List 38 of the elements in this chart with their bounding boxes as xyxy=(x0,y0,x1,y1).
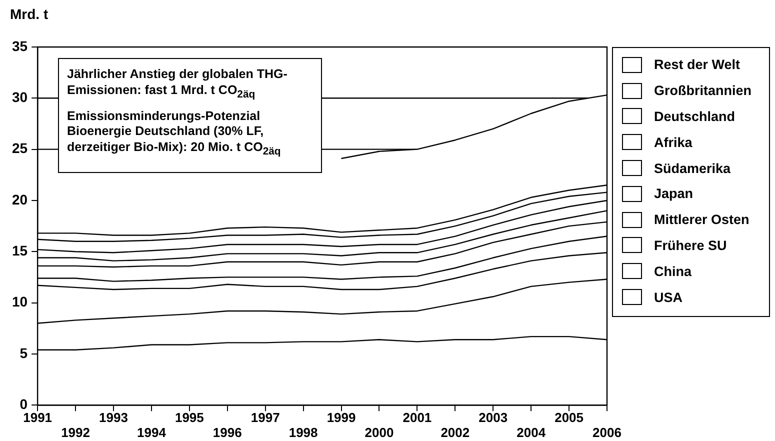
y-axis-title: Mrd. t xyxy=(10,6,48,22)
x-tick-label: 1991 xyxy=(23,410,52,426)
note-box: Jährlicher Anstieg der globalen THG-Emissionen: fast 1 Mrd. t CO$_{2äq}$ Emissionsminderungs-Potenzial Bioenergie Deutschland (30% LF, derzeitiger Bio-Mix): 20 Mio. t CO$_{2äq}$ xyxy=(58,58,322,172)
legend-label: Frühere SU xyxy=(654,238,727,253)
y-tick-label: 15 xyxy=(12,242,28,258)
legend-label: Rest der Welt xyxy=(654,57,740,72)
y-tick-label: 10 xyxy=(12,294,28,310)
x-tick-label: 1994 xyxy=(136,425,167,440)
x-tick-label: 1999 xyxy=(326,410,356,426)
legend-label: Japan xyxy=(654,186,694,202)
y-tick-label: 0 xyxy=(20,396,28,412)
x-tick-label: 1996 xyxy=(212,425,242,440)
x-tick-label: 1993 xyxy=(99,410,128,426)
x-tick-label: 1995 xyxy=(174,410,204,426)
y-tick-label: 25 xyxy=(12,140,28,156)
y-tick-label: 30 xyxy=(12,89,28,106)
x-tick-label: 1998 xyxy=(288,425,318,440)
legend-label: Mittlerer Osten xyxy=(654,212,750,228)
annotation: Emissionsminderungs-Potenzial Bioenergie Deutschland (30% LF, derzeitiger Bio-Mix): 20 Mio. t CO$_{2äq}$ xyxy=(67,108,282,159)
y-tick-label: 5 xyxy=(20,344,28,361)
x-tick-label: 2006 xyxy=(592,425,622,440)
x-tick-label: 2002 xyxy=(440,425,470,440)
x-tick-label: 1997 xyxy=(250,410,280,426)
x-tick-label: 2001 xyxy=(402,410,432,426)
legend-label: Deutschland xyxy=(654,108,736,124)
x-tick-label: 2004 xyxy=(516,425,546,440)
annotation: Jährlicher Anstieg der globalen THG-Emissionen: fast 1 Mrd. t CO$_{2äq}$ xyxy=(67,67,288,102)
y-tick-label: 35 xyxy=(12,38,28,54)
x-tick-label: 2005 xyxy=(554,410,584,426)
legend-label: Südamerika xyxy=(654,160,731,176)
legend-label: Afrika xyxy=(654,134,692,150)
legend-label: Großbritannien xyxy=(654,83,752,98)
x-tick-label: 2000 xyxy=(364,425,394,440)
x-tick-label: 2003 xyxy=(478,410,508,426)
legend-label: China xyxy=(654,264,692,279)
x-tick-label: 1992 xyxy=(61,425,90,440)
legend-label: USA xyxy=(654,290,683,305)
y-tick-label: 20 xyxy=(12,191,28,208)
